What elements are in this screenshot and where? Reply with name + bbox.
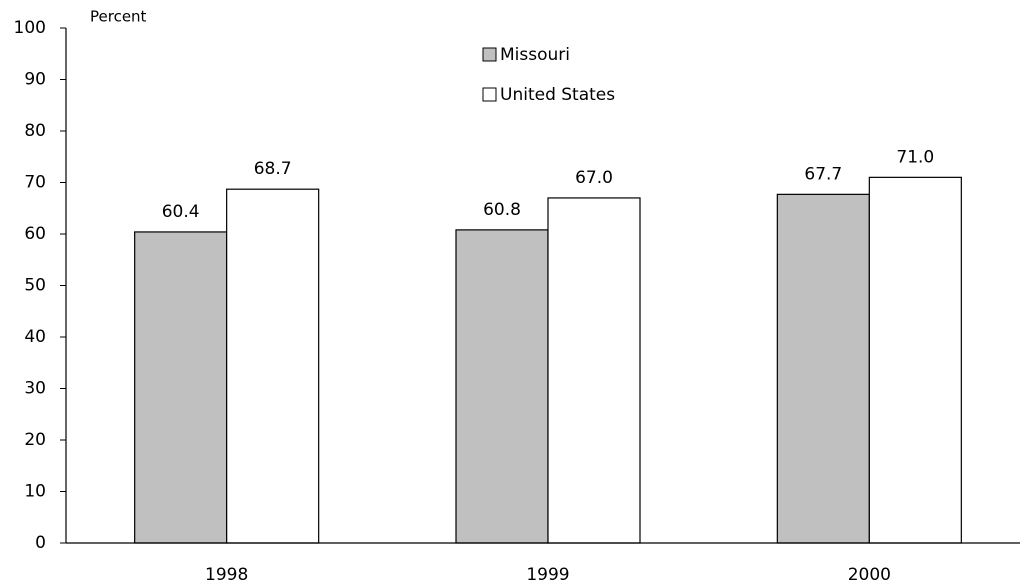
- legend-label: Missouri: [500, 45, 570, 65]
- x-tick-label: 2000: [848, 565, 891, 585]
- y-tick-label: 50: [24, 276, 46, 296]
- value-label: 71.0: [896, 147, 934, 167]
- legend-label: United States: [500, 85, 615, 105]
- bar: [226, 188, 320, 544]
- value-label: 68.7: [254, 159, 292, 179]
- y-tick-label: 0: [35, 533, 46, 553]
- value-label: 67.0: [575, 168, 613, 188]
- y-tick-label: 100: [14, 18, 46, 38]
- legend-swatch: [482, 47, 497, 62]
- y-tick-label: 10: [24, 482, 46, 502]
- bar: [547, 197, 641, 544]
- y-tick-label: 20: [24, 430, 46, 450]
- y-tick-label: 30: [24, 379, 46, 399]
- bar: [455, 229, 549, 544]
- x-tick-label: 1999: [526, 565, 569, 585]
- bar: [134, 231, 228, 544]
- y-tick-label: 60: [24, 224, 46, 244]
- y-axis-label: Percent: [90, 8, 147, 26]
- legend-swatch: [482, 87, 497, 102]
- x-tick-label: 1998: [205, 565, 248, 585]
- value-label: 67.7: [804, 164, 842, 184]
- y-tick-label: 40: [24, 327, 46, 347]
- y-tick-label: 80: [24, 121, 46, 141]
- value-label: 60.4: [162, 202, 200, 222]
- y-tick-label: 90: [24, 70, 46, 90]
- bar: [776, 193, 870, 544]
- value-label: 60.8: [483, 200, 521, 220]
- y-tick-label: 70: [24, 173, 46, 193]
- bar: [868, 176, 962, 544]
